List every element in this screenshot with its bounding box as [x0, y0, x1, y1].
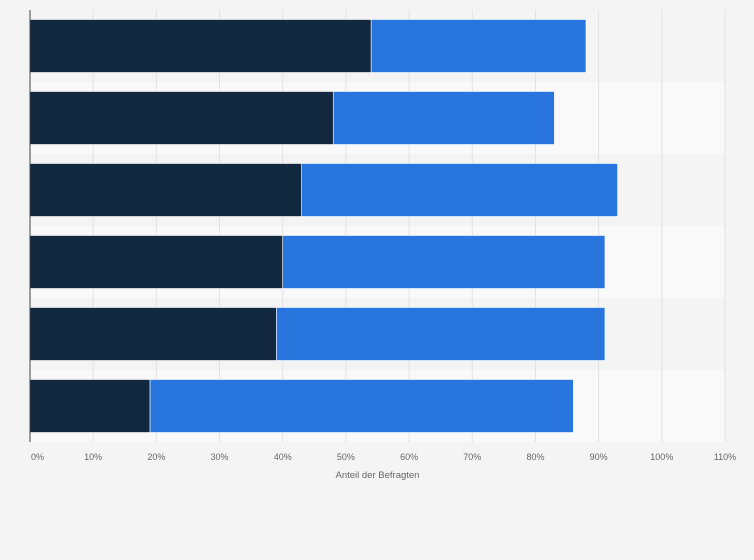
row-bands — [30, 10, 725, 442]
bar-series-2 — [332, 91, 555, 145]
x-tick-label: 110% — [714, 452, 736, 462]
x-axis-title: Anteil der Befragten — [336, 470, 420, 481]
x-tick-label: 80% — [526, 452, 544, 462]
bar-series-1 — [29, 235, 284, 289]
x-tick-label: 60% — [400, 452, 418, 462]
bar-series-1 — [29, 307, 277, 361]
bar-series-1 — [29, 91, 334, 145]
x-tick-label: 70% — [463, 452, 481, 462]
x-axis-ticks: 0% 10% 20% 30% 40% 50% 60% 70% 80% 90% 100% 110% — [31, 452, 736, 462]
bar-series-1 — [29, 163, 302, 217]
x-tick-label: 50% — [337, 452, 355, 462]
x-tick-label: 0% — [31, 452, 44, 462]
bar-series-2 — [301, 163, 618, 217]
x-tick-label: 20% — [147, 452, 165, 462]
bar-series-2 — [370, 19, 587, 73]
gridlines — [92, 10, 726, 442]
bar-series-2 — [149, 379, 574, 433]
x-tick-label: 40% — [274, 452, 292, 462]
x-tick-label: 90% — [590, 452, 608, 462]
bar-series-2 — [282, 235, 606, 289]
x-tick-label: 30% — [211, 452, 229, 462]
bar-series-1 — [29, 379, 151, 433]
bar-series-1 — [29, 19, 372, 73]
bars — [29, 19, 618, 433]
bar-series-2 — [276, 307, 606, 361]
x-tick-label: 100% — [650, 452, 673, 462]
x-tick-label: 10% — [84, 452, 102, 462]
